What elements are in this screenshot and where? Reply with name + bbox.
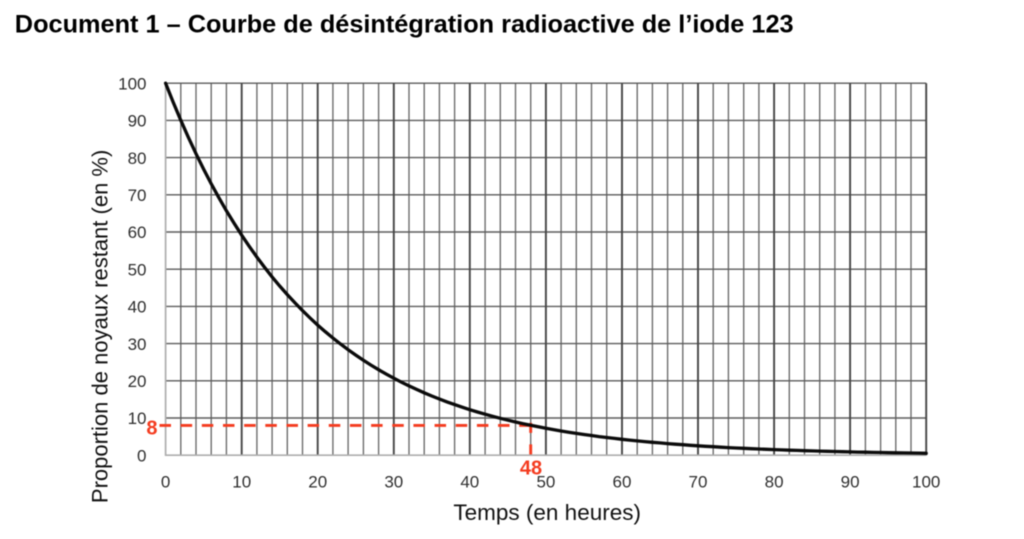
svg-text:0: 0	[161, 473, 170, 492]
svg-text:10: 10	[232, 473, 251, 492]
svg-text:20: 20	[308, 473, 327, 492]
svg-text:Temps (en heures): Temps (en heures)	[453, 500, 641, 525]
svg-text:20: 20	[128, 372, 147, 391]
svg-text:60: 60	[613, 473, 632, 492]
svg-text:40: 40	[460, 473, 479, 492]
svg-text:90: 90	[128, 112, 147, 131]
svg-text:50: 50	[128, 260, 147, 279]
svg-text:70: 70	[689, 473, 708, 492]
svg-text:Document 1 – Courbe de désinté: Document 1 – Courbe de désintégration ra…	[15, 10, 794, 38]
svg-text:50: 50	[536, 473, 555, 492]
svg-text:10: 10	[128, 409, 147, 428]
svg-text:48: 48	[520, 457, 542, 479]
svg-text:80: 80	[765, 473, 784, 492]
svg-text:0: 0	[137, 446, 146, 465]
svg-text:8: 8	[146, 418, 157, 440]
svg-text:80: 80	[128, 149, 147, 168]
svg-text:Proportion de noyaux restant (: Proportion de noyaux restant (en %)	[88, 150, 113, 503]
svg-text:40: 40	[128, 298, 147, 317]
svg-text:90: 90	[841, 473, 860, 492]
svg-text:100: 100	[912, 473, 940, 492]
svg-text:30: 30	[384, 473, 403, 492]
svg-text:60: 60	[128, 223, 147, 242]
svg-text:100: 100	[118, 74, 146, 93]
svg-text:70: 70	[128, 186, 147, 205]
svg-text:30: 30	[128, 335, 147, 354]
